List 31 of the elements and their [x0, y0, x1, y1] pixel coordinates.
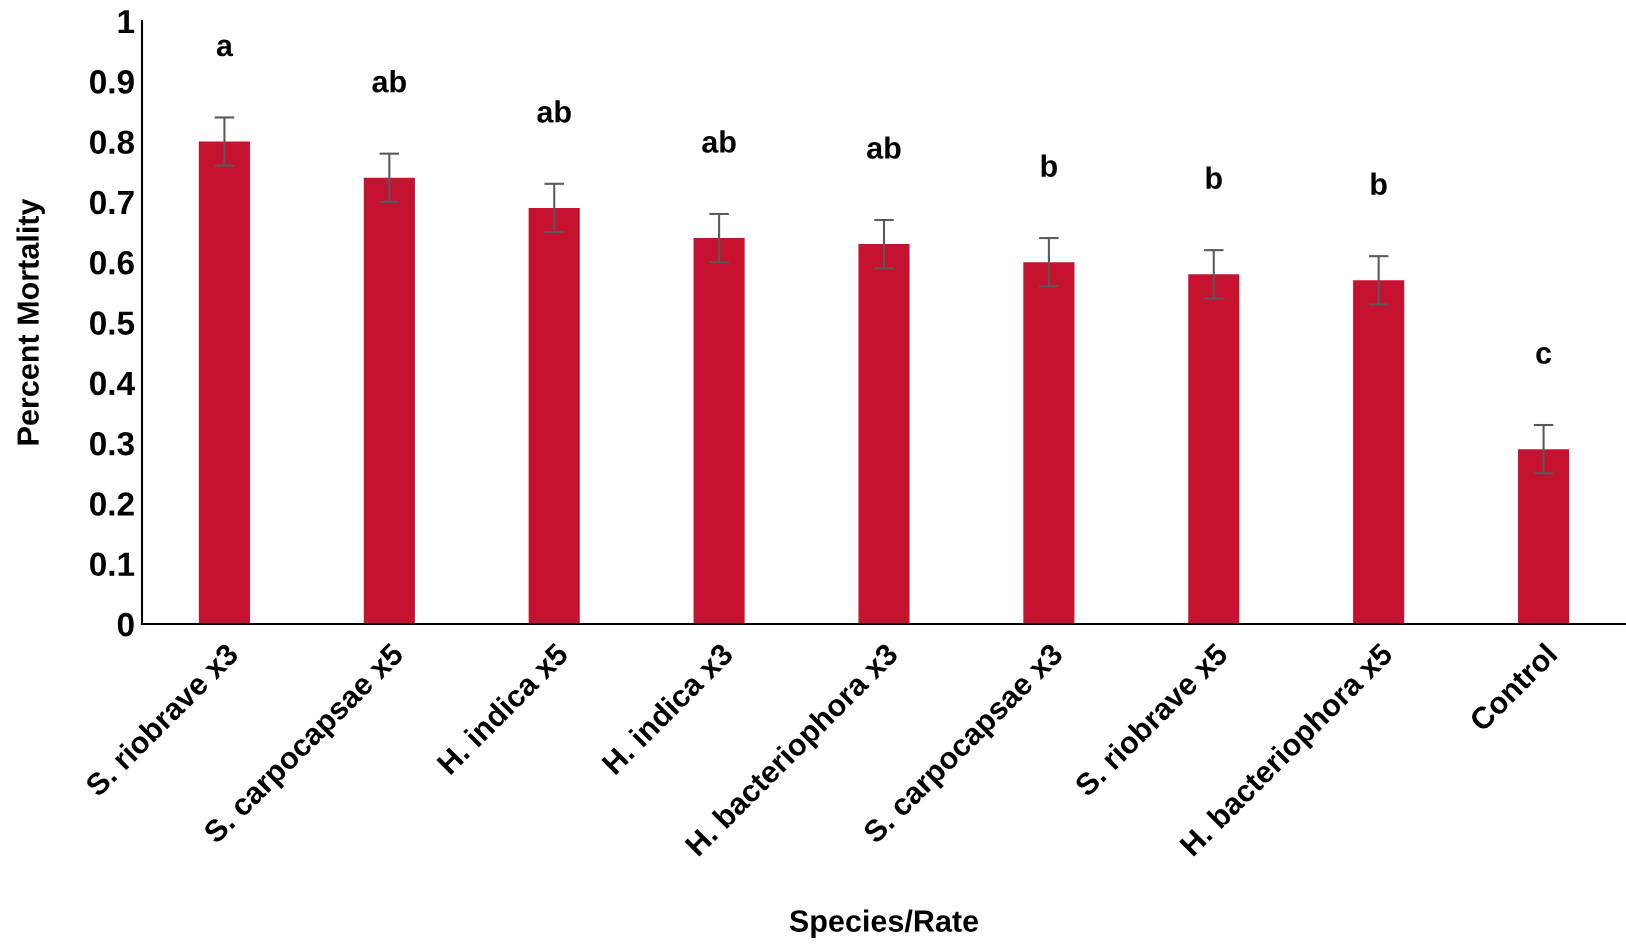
annotation: ab — [867, 136, 901, 159]
y-tick-label: 0.3 — [90, 431, 134, 456]
annotation: ab — [372, 70, 406, 93]
y-axis-title: Percent Mortality — [16, 198, 45, 445]
annotation: ab — [702, 130, 736, 153]
bar — [363, 177, 415, 624]
bar — [1353, 280, 1405, 624]
annotation: b — [1041, 154, 1057, 177]
y-tick-label: 1 — [118, 10, 135, 34]
y-tick-label: 0.6 — [90, 251, 134, 275]
y-tick-label: 0.5 — [90, 311, 135, 335]
annotation: ab — [537, 100, 571, 123]
y-tick-label: 0.9 — [90, 70, 134, 94]
annotation: b — [1371, 172, 1387, 196]
y-tick-label: 0.8 — [90, 130, 135, 155]
y-tick-label: 0.4 — [90, 371, 135, 396]
annotation: b — [1206, 166, 1222, 189]
y-tick-label: 0.7 — [90, 190, 134, 215]
y-tick-label: 0 — [117, 612, 134, 637]
annotation: c — [1536, 347, 1552, 364]
bar — [198, 141, 250, 624]
y-tick-label: 0.1 — [90, 552, 135, 577]
y-tick-label: 0.2 — [90, 492, 134, 516]
bar — [1188, 274, 1240, 624]
bar — [693, 238, 745, 624]
bar — [858, 244, 910, 624]
bar — [528, 207, 580, 624]
annotation: a — [216, 39, 234, 57]
x-axis-title: Species/Rate — [789, 909, 979, 938]
bar — [1518, 449, 1570, 624]
bar — [1023, 262, 1075, 624]
